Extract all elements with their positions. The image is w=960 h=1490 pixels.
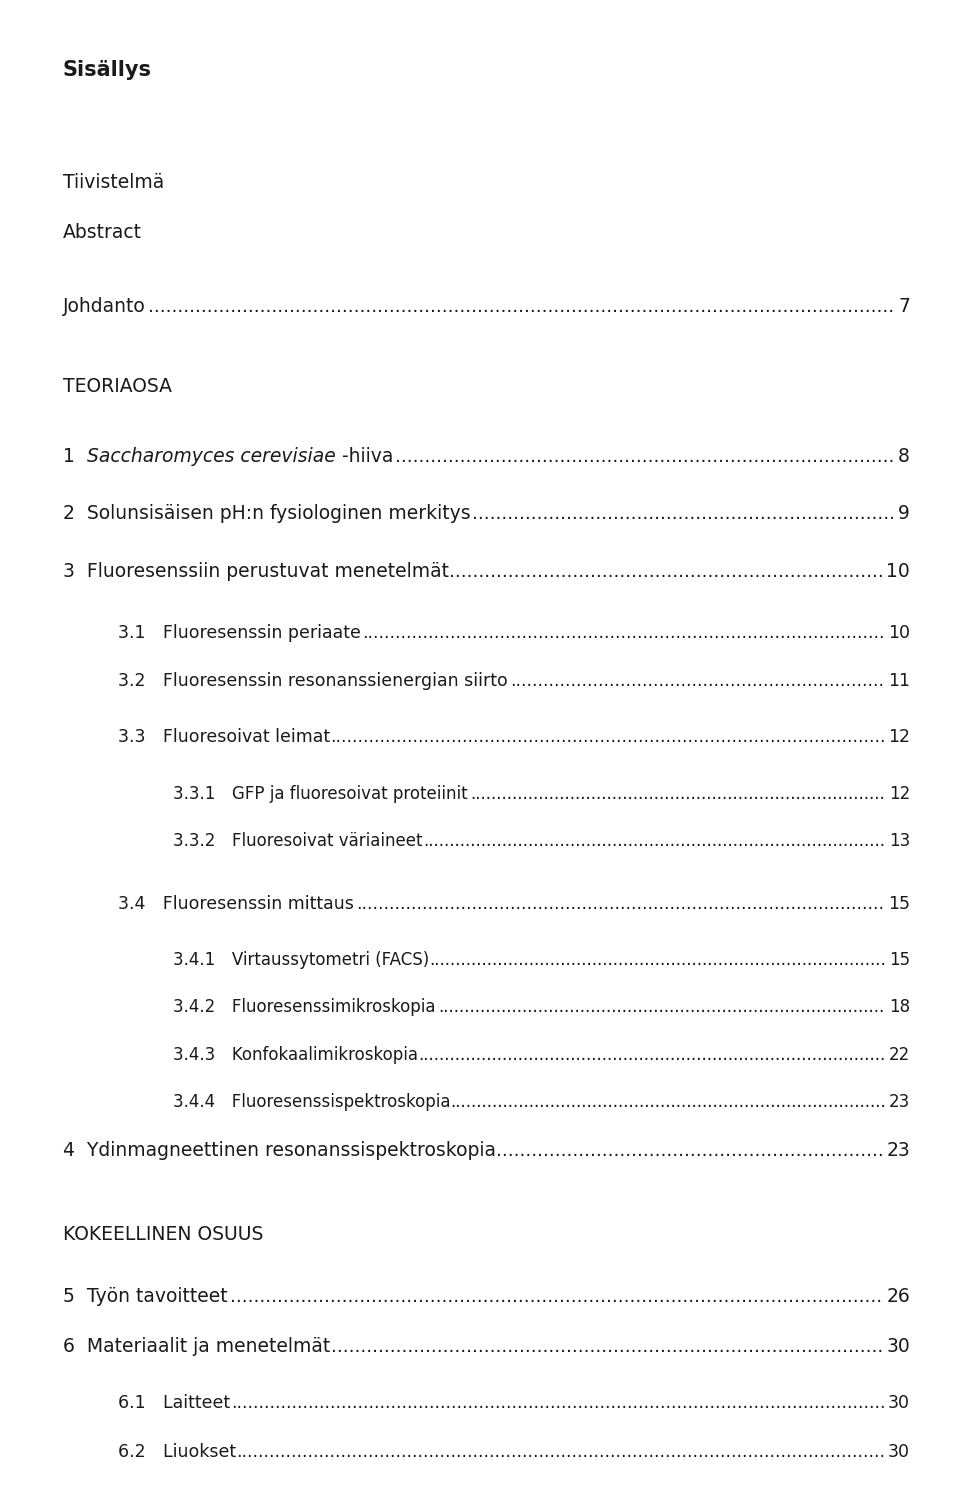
Text: ................................................................................: ........................................… [230,1395,885,1413]
Text: 6  Materiaalit ja menetelmät: 6 Materiaalit ja menetelmät [63,1337,330,1356]
Text: 6.2 Liuokset: 6.2 Liuokset [118,1442,236,1460]
Text: 3.2 Fluoresenssin resonanssienergian siirto: 3.2 Fluoresenssin resonanssienergian sii… [118,672,508,690]
Text: 30: 30 [888,1442,910,1460]
Text: 4  Ydinmagneettinen resonanssispektroskopia: 4 Ydinmagneettinen resonanssispektroskop… [63,1141,496,1159]
Text: ................................................................................: ........................................… [356,894,884,912]
Text: 11: 11 [888,672,910,690]
Text: 5  Työn tavoitteet: 5 Työn tavoitteet [63,1287,228,1307]
Text: 22: 22 [889,1046,910,1064]
Text: 15: 15 [888,894,910,912]
Text: Tiivistelmä: Tiivistelmä [63,173,164,192]
Text: Saccharomyces cerevisiae: Saccharomyces cerevisiae [86,447,336,466]
Text: ....................................................................: ........................................… [510,672,884,690]
Text: 10: 10 [888,624,910,642]
Text: ................................................................................: ........................................… [229,1287,882,1307]
Text: Sisällys: Sisällys [63,60,152,80]
Text: 30: 30 [888,1395,910,1413]
Text: 9: 9 [899,505,910,523]
Text: 3.4.1 Virtaussytometri (FACS): 3.4.1 Virtaussytometri (FACS) [173,951,429,968]
Text: -hiiva: -hiiva [336,447,393,466]
Text: ................................................................................: ........................................… [438,998,884,1016]
Text: ................................................................................: ........................................… [423,831,886,849]
Text: 23: 23 [886,1141,910,1159]
Text: ................................................................................: ........................................… [362,624,885,642]
Text: 2  Solunsisäisen pH:n fysiologinen merkitys: 2 Solunsisäisen pH:n fysiologinen merkit… [63,505,470,523]
Text: 26: 26 [886,1287,910,1307]
Text: 12: 12 [889,785,910,803]
Text: ................................................................................: ........................................… [451,1094,886,1112]
Text: 30: 30 [886,1337,910,1356]
Text: ................................................................................: ........................................… [331,1337,883,1356]
Text: KOKEELLINEN OSUUS: KOKEELLINEN OSUUS [63,1225,263,1244]
Text: Johdanto: Johdanto [63,298,146,316]
Text: Abstract: Abstract [63,222,142,241]
Text: ...............................................................................: ........................................… [469,785,884,803]
Text: 12: 12 [888,729,910,746]
Text: 3.4 Fluoresenssin mittaus: 3.4 Fluoresenssin mittaus [118,894,354,912]
Text: 8: 8 [899,447,910,466]
Text: ................................................................................: ........................................… [236,1442,885,1460]
Text: ........................................................................: ........................................… [472,505,895,523]
Text: ................................................................................: ........................................… [419,1046,886,1064]
Text: 18: 18 [889,998,910,1016]
Text: TEORIAOSA: TEORIAOSA [63,377,172,396]
Text: ..................................................................: ........................................… [496,1141,884,1159]
Text: 3.3.1 GFP ja fluoresoivat proteiinit: 3.3.1 GFP ja fluoresoivat proteiinit [173,785,468,803]
Text: ..........................................................................: ........................................… [449,562,884,581]
Text: 7: 7 [899,298,910,316]
Text: 13: 13 [889,831,910,849]
Text: 10: 10 [886,562,910,581]
Text: 3  Fluoresenssiin perustuvat menetelmät: 3 Fluoresenssiin perustuvat menetelmät [63,562,449,581]
Text: 3.4.2 Fluoresenssimikroskopia: 3.4.2 Fluoresenssimikroskopia [173,998,436,1016]
Text: 3.3 Fluoresoivat leimat: 3.3 Fluoresoivat leimat [118,729,330,746]
Text: 15: 15 [889,951,910,968]
Text: ................................................................................: ........................................… [330,729,886,746]
Text: ................................................................................: ........................................… [430,951,886,968]
Text: ................................................................................: ........................................… [148,298,894,316]
Text: 23: 23 [889,1094,910,1112]
Text: 3.4.4 Fluoresenssispektroskopia: 3.4.4 Fluoresenssispektroskopia [173,1094,450,1112]
Text: 3.3.2 Fluoresoivat väriaineet: 3.3.2 Fluoresoivat väriaineet [173,831,422,849]
Text: 1: 1 [63,447,86,466]
Text: ................................................................................: ........................................… [395,447,895,466]
Text: 6.1 Laitteet: 6.1 Laitteet [118,1395,230,1413]
Text: 3.4.3 Konfokaalimikroskopia: 3.4.3 Konfokaalimikroskopia [173,1046,418,1064]
Text: 3.1 Fluoresenssin periaate: 3.1 Fluoresenssin periaate [118,624,361,642]
